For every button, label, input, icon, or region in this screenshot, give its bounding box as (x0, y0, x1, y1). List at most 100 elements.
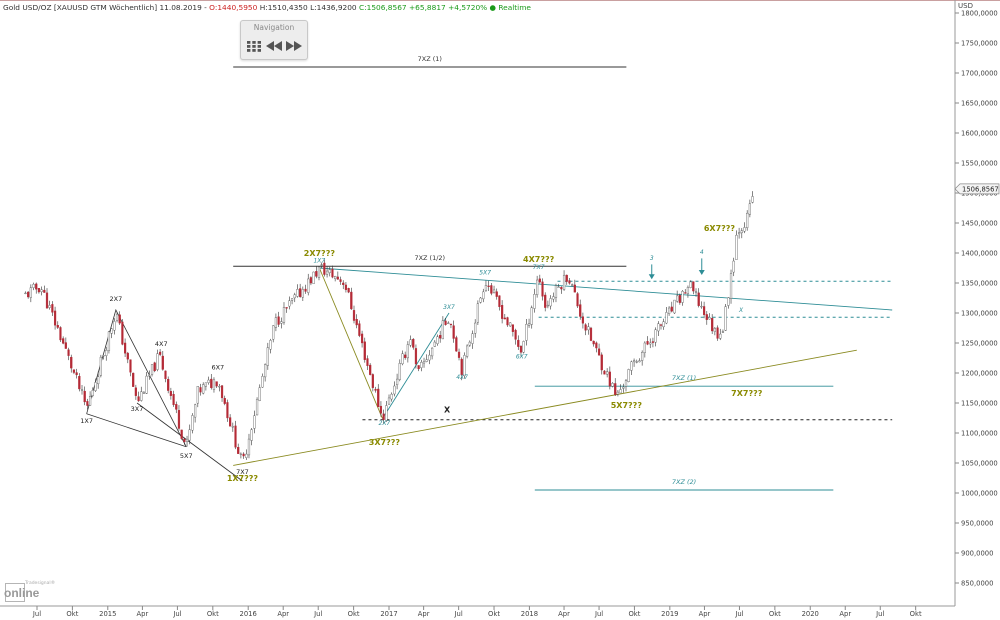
candle-body (134, 387, 137, 396)
candle-body (264, 364, 267, 378)
x-tick-label: Apr (839, 610, 851, 618)
y-tick-label: 1550,0000 (961, 160, 998, 168)
candle-body (638, 360, 641, 363)
candle-body (280, 321, 283, 324)
candle-body (167, 379, 170, 391)
candle-body (218, 386, 221, 388)
candle-body (188, 429, 191, 441)
x-tick-label: Jul (594, 610, 603, 618)
open-value: O:1440,5950 (209, 3, 258, 12)
down-arrow-icon (698, 270, 705, 275)
candle-body (215, 381, 218, 387)
candle-body (622, 386, 625, 389)
candle-body (608, 371, 611, 387)
candle-body (533, 294, 536, 309)
candle-body (692, 281, 695, 292)
scroll-forward-button[interactable] (285, 38, 303, 54)
candle-body (107, 331, 111, 351)
x-tick-label: 2020 (802, 610, 819, 618)
candle-body (740, 230, 743, 234)
candle-body (288, 300, 291, 307)
wave-label-major: 3X7??? (369, 438, 401, 447)
candle-body (716, 327, 719, 339)
candle-body (355, 319, 358, 326)
candle-body (177, 410, 181, 429)
candle-body (97, 376, 100, 385)
navigation-title: Navigation (253, 23, 295, 32)
x-tick-label: Jul (875, 610, 884, 618)
candle-body (490, 285, 493, 294)
candle-body (444, 320, 447, 325)
candle-body (503, 317, 506, 320)
candle-body (562, 274, 566, 290)
candle-body (584, 324, 587, 331)
candle-body (115, 314, 119, 321)
candle-body (250, 429, 253, 441)
candle-body (161, 355, 164, 370)
y-tick-label: 1750,0000 (961, 40, 998, 48)
candle-body (393, 385, 396, 395)
candle-body (272, 325, 275, 340)
candle-body (501, 305, 504, 319)
candle-body (269, 340, 272, 350)
candlestick-series[interactable] (24, 191, 754, 460)
navigation-widget[interactable]: Navigation (240, 20, 308, 60)
candle-body (449, 323, 453, 326)
candle-body (409, 339, 412, 346)
wave-label-minor: 2X7 (109, 295, 122, 303)
candle-body (404, 354, 407, 358)
trend-line (233, 349, 857, 466)
fast-forward-icon (286, 41, 302, 51)
candle-body (48, 305, 51, 308)
y-tick-label: 1150,0000 (961, 400, 998, 408)
candle-body (331, 268, 334, 278)
candle-body (665, 312, 668, 324)
candle-body (317, 266, 321, 279)
candle-body (366, 358, 369, 366)
grid-menu-button[interactable] (246, 38, 262, 54)
x-tick-label: 2015 (99, 610, 116, 618)
candle-body (277, 316, 280, 325)
y-tick-label: 1400,0000 (961, 250, 998, 258)
candle-body (62, 338, 65, 344)
candle-body (641, 352, 644, 361)
candle-body (80, 389, 84, 391)
candle-body (75, 372, 78, 376)
candle-body (649, 342, 652, 345)
candle-body (239, 453, 242, 455)
last-price-marker: 1506,8567 (954, 183, 1000, 195)
wave-label-major: 6X7??? (704, 224, 736, 233)
candle-body (78, 376, 81, 390)
last-price-box (954, 183, 1000, 195)
candle-body (102, 355, 105, 357)
candle-body (27, 291, 30, 298)
scroll-back-button[interactable] (265, 38, 283, 54)
instrument-info-bar: Gold USD/OZ [XAUUSD GTM Wöchentlich] 11.… (3, 2, 531, 14)
change-value: +65,8817 (408, 3, 446, 12)
candle-body (142, 392, 146, 394)
candle-body (476, 303, 479, 323)
candle-body (64, 342, 67, 349)
x-tick-label: Apr (137, 610, 149, 618)
candle-body (484, 285, 488, 291)
wave-label-teal: 4X7 (456, 374, 468, 381)
candle-body (70, 356, 73, 369)
candle-body (694, 291, 698, 293)
x-tick-label: Okt (628, 610, 640, 618)
candle-body (304, 288, 307, 292)
wave-label-teal: 2X7 (379, 420, 391, 427)
candle-body (686, 287, 690, 294)
candle-body (428, 354, 431, 361)
top-border (0, 0, 1000, 1)
down-arrow-icon (648, 274, 655, 280)
watermark-logo-text: online (4, 586, 40, 600)
candle-body (105, 350, 108, 356)
candle-body (94, 382, 97, 391)
level-line-label: 7XZ (2) (672, 478, 696, 486)
wave-label-teal: 5X7 (479, 270, 491, 277)
candle-body (212, 379, 216, 390)
y-tick-label: 1600,0000 (961, 130, 998, 138)
x-tick-label: Jul (734, 610, 743, 618)
candle-body (352, 310, 356, 321)
